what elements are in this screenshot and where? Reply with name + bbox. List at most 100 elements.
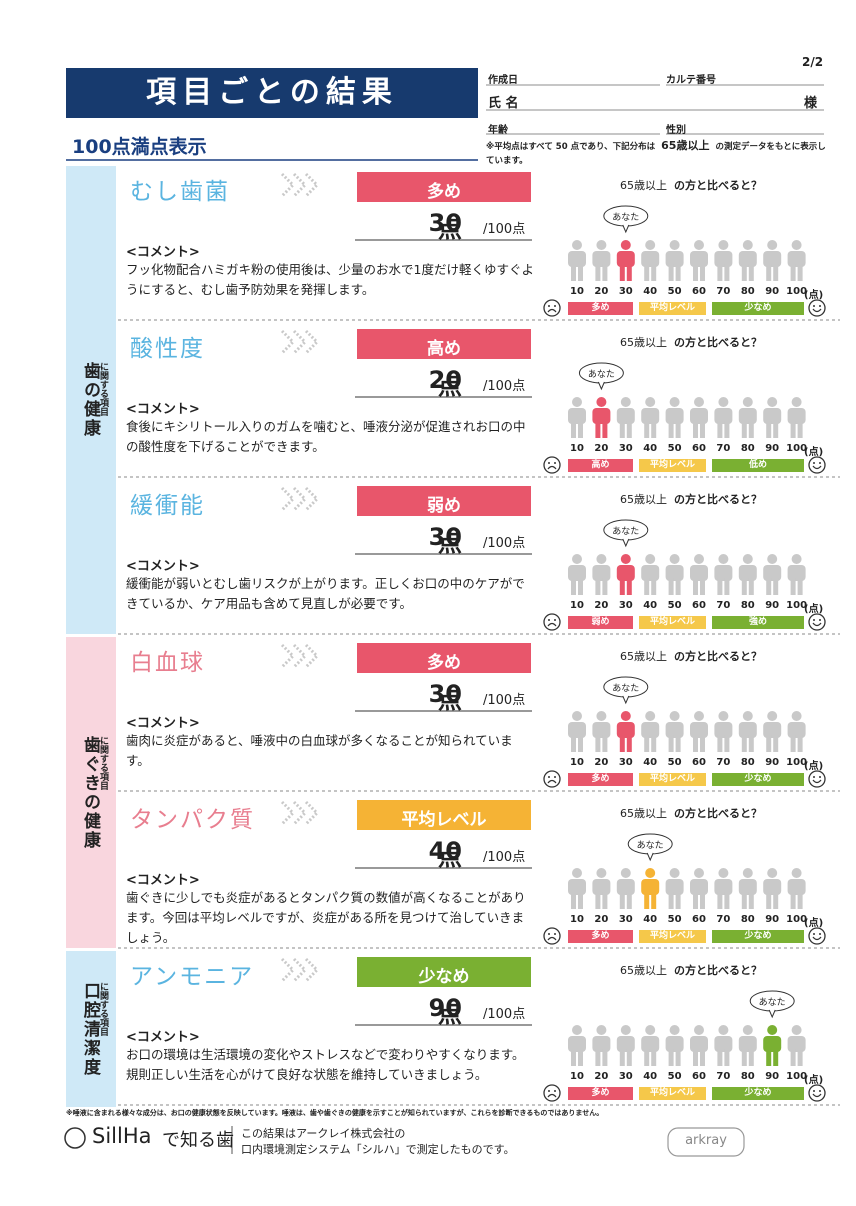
- level-badge: [357, 329, 531, 359]
- person-figure: [763, 554, 782, 595]
- sex-label: 性別: [666, 125, 686, 136]
- person-figure: [641, 397, 660, 438]
- level-text: 平均レベル: [401, 810, 487, 830]
- face-eye: [813, 619, 815, 621]
- face-icon: [543, 927, 561, 945]
- level-bar-label: 少なめ: [744, 774, 772, 784]
- score: 30: [428, 209, 462, 237]
- scale-label: 50: [667, 600, 682, 611]
- scale-label: 70: [716, 1071, 731, 1082]
- level-badge: [357, 643, 531, 673]
- face-icon: [543, 299, 561, 317]
- person-figure: [690, 240, 708, 281]
- level-bar-label: 多め: [591, 303, 610, 313]
- face-eye: [819, 776, 821, 778]
- face-icon: [543, 613, 561, 631]
- scale-label: 90: [765, 286, 780, 297]
- scale-label: 40: [643, 443, 658, 454]
- face-icon: [808, 1084, 826, 1102]
- person-figure: [690, 1025, 708, 1066]
- person-figure: [787, 240, 806, 281]
- scale-unit: (点): [804, 604, 824, 615]
- scale-label: 70: [716, 443, 731, 454]
- person-figure: [787, 868, 806, 909]
- page-title: 項目ごとの結果: [146, 75, 398, 110]
- person-figure: [568, 397, 586, 438]
- group-label: 歯の健康: [80, 362, 100, 438]
- person-figure: [738, 711, 757, 752]
- face-mouth: [812, 936, 822, 941]
- scale-label: 60: [692, 600, 706, 611]
- level-bar: [712, 302, 804, 315]
- level-bar: [568, 930, 633, 943]
- scale-unit: (点): [804, 1075, 824, 1086]
- chevron: [280, 486, 296, 512]
- score-max: /100点: [483, 536, 526, 551]
- level-bar: [712, 930, 804, 943]
- level-bar: [712, 616, 804, 629]
- face-eye: [819, 462, 821, 464]
- level-text: 高め: [427, 339, 461, 359]
- scale-label: 70: [716, 757, 731, 768]
- person-figure: [665, 554, 684, 595]
- face-eye: [548, 462, 550, 464]
- face-eye: [548, 933, 550, 935]
- subtitle: 100点満点表示: [72, 136, 207, 158]
- level-bar-label: 少なめ: [744, 1088, 772, 1098]
- level-bar-label: 弱め: [591, 617, 610, 627]
- score-unit: 点: [438, 686, 462, 714]
- face-eye: [548, 1090, 550, 1092]
- face-eye: [813, 933, 815, 935]
- person-figure: [592, 554, 611, 595]
- scale-label: 100: [786, 443, 808, 454]
- page-number: 2/2: [802, 55, 824, 69]
- score-max: /100点: [483, 379, 526, 394]
- scale-label: 40: [643, 757, 658, 768]
- chevron: [280, 643, 296, 669]
- score-max: /100点: [483, 850, 526, 865]
- level-bar: [639, 302, 706, 315]
- you-label: あなた: [612, 527, 640, 537]
- comment: フッ化物配合ハミガキ粉の使用後は、少量のお水で1度だけ軽くゆすぐようにすると、む…: [126, 262, 534, 297]
- level-bar-label: 高め: [591, 460, 610, 470]
- face-eye: [819, 619, 821, 621]
- person-figure: [616, 868, 635, 909]
- level-bar-label: 平均レベル: [649, 460, 695, 470]
- level-bar: [568, 616, 633, 629]
- scale-label: 100: [786, 914, 808, 925]
- chevron: [304, 329, 320, 355]
- scale-label: 20: [594, 443, 609, 454]
- level-bar-label: 多め: [591, 931, 610, 941]
- scale-label: 90: [765, 757, 780, 768]
- person-figure: [616, 554, 635, 595]
- level-badge: [357, 172, 531, 202]
- level-bar-label: 少なめ: [744, 303, 772, 313]
- you-label: あなた: [612, 213, 640, 223]
- face-icon: [808, 613, 826, 631]
- scale-label: 10: [570, 757, 584, 768]
- scale-label: 80: [740, 757, 755, 768]
- scale-label: 30: [618, 443, 633, 454]
- scale-label: 80: [740, 286, 755, 297]
- chevron: [280, 800, 296, 826]
- face-eye: [554, 305, 556, 307]
- level-bar-label: 多め: [591, 774, 610, 784]
- person-figure: [763, 240, 782, 281]
- face-mouth: [812, 308, 822, 313]
- scale-label: 10: [570, 914, 584, 925]
- you-tail: [646, 852, 654, 862]
- group-sub: に関する項目: [98, 981, 108, 1036]
- you-tail: [622, 224, 630, 234]
- age-label: 年齢: [488, 125, 508, 136]
- you-tail: [622, 538, 630, 548]
- scale-label: 80: [740, 914, 755, 925]
- face-mouth: [547, 622, 557, 627]
- person-figure: [665, 711, 684, 752]
- score: 20: [428, 366, 462, 394]
- person-figure: [763, 711, 782, 752]
- face-eye: [813, 1090, 815, 1092]
- chevron: [292, 329, 308, 355]
- chevron: [292, 486, 308, 512]
- person-figure: [616, 397, 635, 438]
